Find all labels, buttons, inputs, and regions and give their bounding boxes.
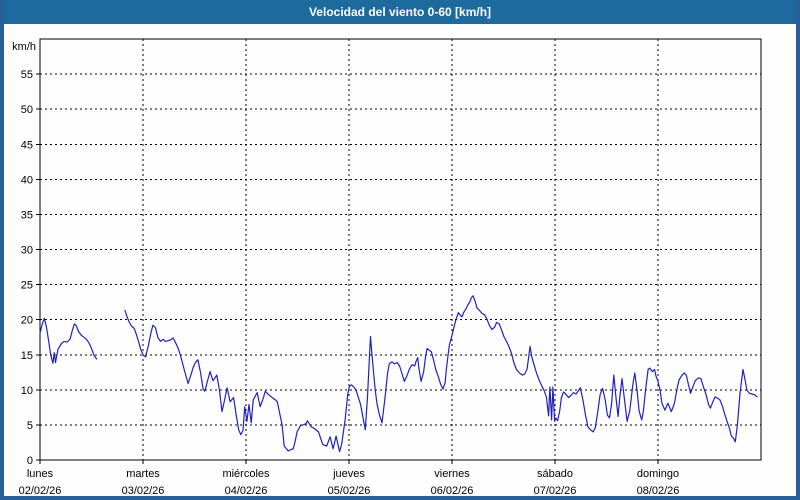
y-tick-label: 30 (21, 245, 33, 257)
x-day-date-label: 03/02/26 (122, 485, 165, 496)
wind-speed-chart: 0 5 10 15 20 25 30 35 40 45 50 55 km/h lunes 02/02/26 m… (12, 38, 762, 496)
wind-speed-line-segment (124, 295, 758, 453)
y-tick-label: 20 (21, 315, 33, 327)
y-tick-label: 0 (27, 455, 33, 467)
x-day-name-label: viernes (434, 468, 470, 480)
plot-border (39, 38, 762, 461)
y-tick-label: 40 (21, 174, 33, 186)
y-tick-label: 15 (21, 350, 33, 362)
x-day-name-label: jueves (332, 468, 365, 480)
y-tick-label: 50 (21, 104, 33, 116)
y-tick-label: 10 (21, 385, 33, 397)
x-day-date-label: 04/02/26 (225, 485, 268, 496)
window-titlebar: Velocidad del viento 0-60 [km/h] (4, 0, 796, 24)
x-day-date-label: 05/02/26 (328, 485, 371, 496)
y-axis-unit-label: km/h (12, 41, 36, 53)
y-tick-label: 5 (27, 420, 33, 432)
x-day-date-label: 08/02/26 (637, 485, 680, 496)
x-day-date-label: 02/02/26 (19, 485, 62, 496)
y-tick-label: 55 (21, 69, 33, 81)
x-day-name-label: miércoles (222, 468, 270, 480)
y-tick-label: 35 (21, 209, 33, 221)
x-day-name-label: domingo (637, 468, 679, 480)
y-tick-label: 45 (21, 139, 33, 151)
x-day-date-label: 07/02/26 (534, 485, 577, 496)
x-day-name-label: sábado (537, 468, 573, 480)
wind-speed-line-segment (39, 317, 98, 364)
x-day-name-label: martes (126, 468, 160, 480)
y-tick-label: 25 (21, 280, 33, 292)
x-day-date-label: 06/02/26 (431, 485, 474, 496)
x-day-name-label: lunes (27, 468, 54, 480)
window-title: Velocidad del viento 0-60 [km/h] (308, 5, 492, 19)
chart-area: 0 5 10 15 20 25 30 35 40 45 50 55 km/h lunes 02/02/26 m… (4, 24, 796, 496)
